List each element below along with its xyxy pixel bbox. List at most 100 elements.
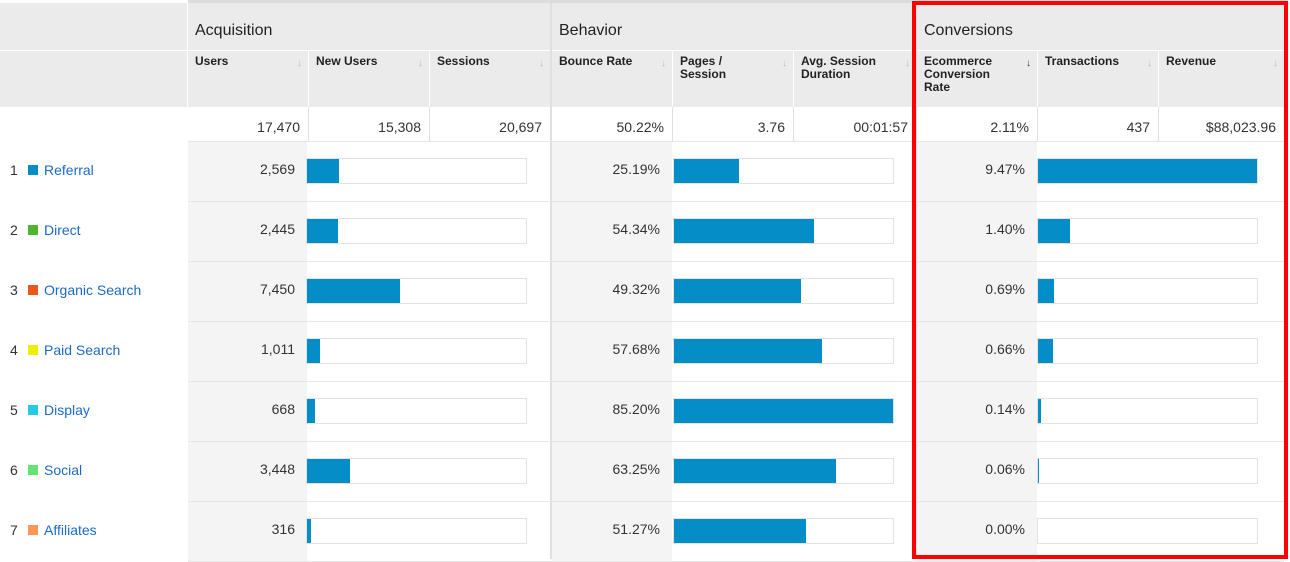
channel-color-swatch (28, 525, 38, 535)
divider (793, 107, 794, 141)
row-divider (188, 321, 1284, 322)
sort-arrow-icon[interactable]: ↓ (539, 58, 544, 69)
bar-fill (1038, 339, 1054, 363)
bar-fill (1038, 399, 1042, 423)
col-transactions[interactable]: Transactions ↓ (1038, 51, 1158, 107)
sort-arrow-icon[interactable]: ↓ (297, 58, 302, 69)
highlight-box (912, 1, 1288, 559)
col-bounce-rate-label: Bounce Rate (559, 54, 633, 68)
col-ecom-rate[interactable]: Ecommerce Conversion Rate ↓ (917, 51, 1037, 107)
total-bounce-rate: 50.22% (552, 107, 672, 141)
bar-fill (674, 519, 806, 543)
bounce-rate-bar (673, 338, 894, 364)
sort-arrow-icon[interactable]: ↓ (1147, 58, 1152, 69)
ecom-rate-bar (1037, 518, 1258, 544)
col-users-label: Users (195, 54, 229, 68)
channel-link[interactable]: Direct (44, 222, 81, 238)
row-index: 6 (10, 462, 18, 478)
top-border (188, 0, 1288, 3)
channel-link[interactable]: Organic Search (44, 282, 142, 298)
channel-color-swatch (28, 405, 38, 415)
bar-fill (307, 519, 311, 543)
bar-fill (1038, 279, 1054, 303)
table-row-label: 3 Organic Search (10, 282, 185, 302)
ecom-rate-value: 0.69% (917, 262, 1037, 321)
users-bar (306, 278, 527, 304)
col-new-users[interactable]: New Users ↓ (309, 51, 429, 107)
divider (916, 3, 917, 559)
sort-arrow-icon[interactable]: ↓ (905, 58, 910, 69)
bounce-rate-value: 49.32% (552, 262, 672, 321)
ecom-rate-bar (1037, 458, 1258, 484)
total-revenue: $88,023.96 (1159, 107, 1284, 141)
bar-fill (307, 339, 320, 363)
divider (1158, 107, 1159, 141)
channel-link[interactable]: Affiliates (44, 522, 97, 538)
col-revenue-label: Revenue (1166, 54, 1217, 68)
bounce-rate-value: 54.34% (552, 202, 672, 261)
channel-color-swatch (28, 285, 38, 295)
channel-link[interactable]: Social (44, 462, 83, 478)
row-divider (188, 261, 1284, 262)
bounce-rate-bar (673, 158, 894, 184)
bounce-rate-value: 51.27% (552, 502, 672, 561)
bar-fill (1038, 219, 1071, 243)
channel-color-swatch (28, 165, 38, 175)
row-index: 5 (10, 402, 18, 418)
channel-link[interactable]: Referral (44, 162, 94, 178)
row-index: 2 (10, 222, 18, 238)
col-avg-duration[interactable]: Avg. Session Duration ↓ (794, 51, 916, 107)
sort-arrow-icon[interactable]: ↓ (782, 58, 787, 69)
ecom-rate-value: 0.06% (917, 442, 1037, 501)
bar-fill (307, 159, 340, 183)
group-conversions: Conversions (917, 3, 1284, 50)
table-row-label: 1 Referral (10, 162, 185, 182)
col-revenue[interactable]: Revenue ↓ (1159, 51, 1284, 107)
users-bar (306, 218, 527, 244)
col-new-users-label: New Users (316, 54, 378, 68)
total-ecom-rate: 2.11% (917, 107, 1037, 141)
bounce-rate-bar (673, 518, 894, 544)
bounce-rate-bar (673, 398, 894, 424)
row-divider (188, 201, 1284, 202)
users-bar (306, 458, 527, 484)
ecom-rate-bar (1037, 338, 1258, 364)
users-value: 316 (188, 502, 307, 561)
bar-fill (674, 279, 801, 303)
table-row-label: 2 Direct (10, 222, 185, 242)
bounce-rate-bar (673, 278, 894, 304)
divider (429, 107, 430, 141)
col-bounce-rate[interactable]: Bounce Rate ↓ (552, 51, 672, 107)
divider (308, 107, 309, 141)
ecom-rate-bar (1037, 278, 1258, 304)
total-transactions: 437 (1038, 107, 1158, 141)
row-divider (188, 441, 1284, 442)
row-index: 4 (10, 342, 18, 358)
channel-link[interactable]: Paid Search (44, 342, 121, 358)
channel-link[interactable]: Display (44, 402, 90, 418)
channel-color-swatch (28, 465, 38, 475)
ecom-rate-bar (1037, 218, 1258, 244)
total-sessions: 20,697 (430, 107, 550, 141)
users-bar (306, 158, 527, 184)
sort-arrow-icon[interactable]: ↓ (661, 58, 666, 69)
bar-fill (307, 459, 351, 483)
sort-arrow-icon[interactable]: ↓ (1273, 58, 1278, 69)
table-row-label: 4 Paid Search (10, 342, 185, 362)
users-bar (306, 398, 527, 424)
bounce-rate-value: 63.25% (552, 442, 672, 501)
col-sessions[interactable]: Sessions ↓ (430, 51, 550, 107)
col-users[interactable]: Users ↓ (188, 51, 308, 107)
sort-arrow-icon[interactable]: ↓ (1026, 58, 1031, 69)
bar-fill (1038, 159, 1257, 183)
sort-arrow-icon[interactable]: ↓ (418, 58, 423, 69)
group-acquisition: Acquisition (188, 3, 550, 50)
bounce-rate-value: 85.20% (552, 382, 672, 441)
bar-fill (307, 279, 401, 303)
ecom-rate-bar (1037, 158, 1258, 184)
channel-color-swatch (28, 345, 38, 355)
col-pages-session[interactable]: Pages / Session ↓ (673, 51, 793, 107)
row-index: 7 (10, 522, 18, 538)
row-divider (188, 501, 1284, 502)
total-users: 17,470 (188, 107, 308, 141)
